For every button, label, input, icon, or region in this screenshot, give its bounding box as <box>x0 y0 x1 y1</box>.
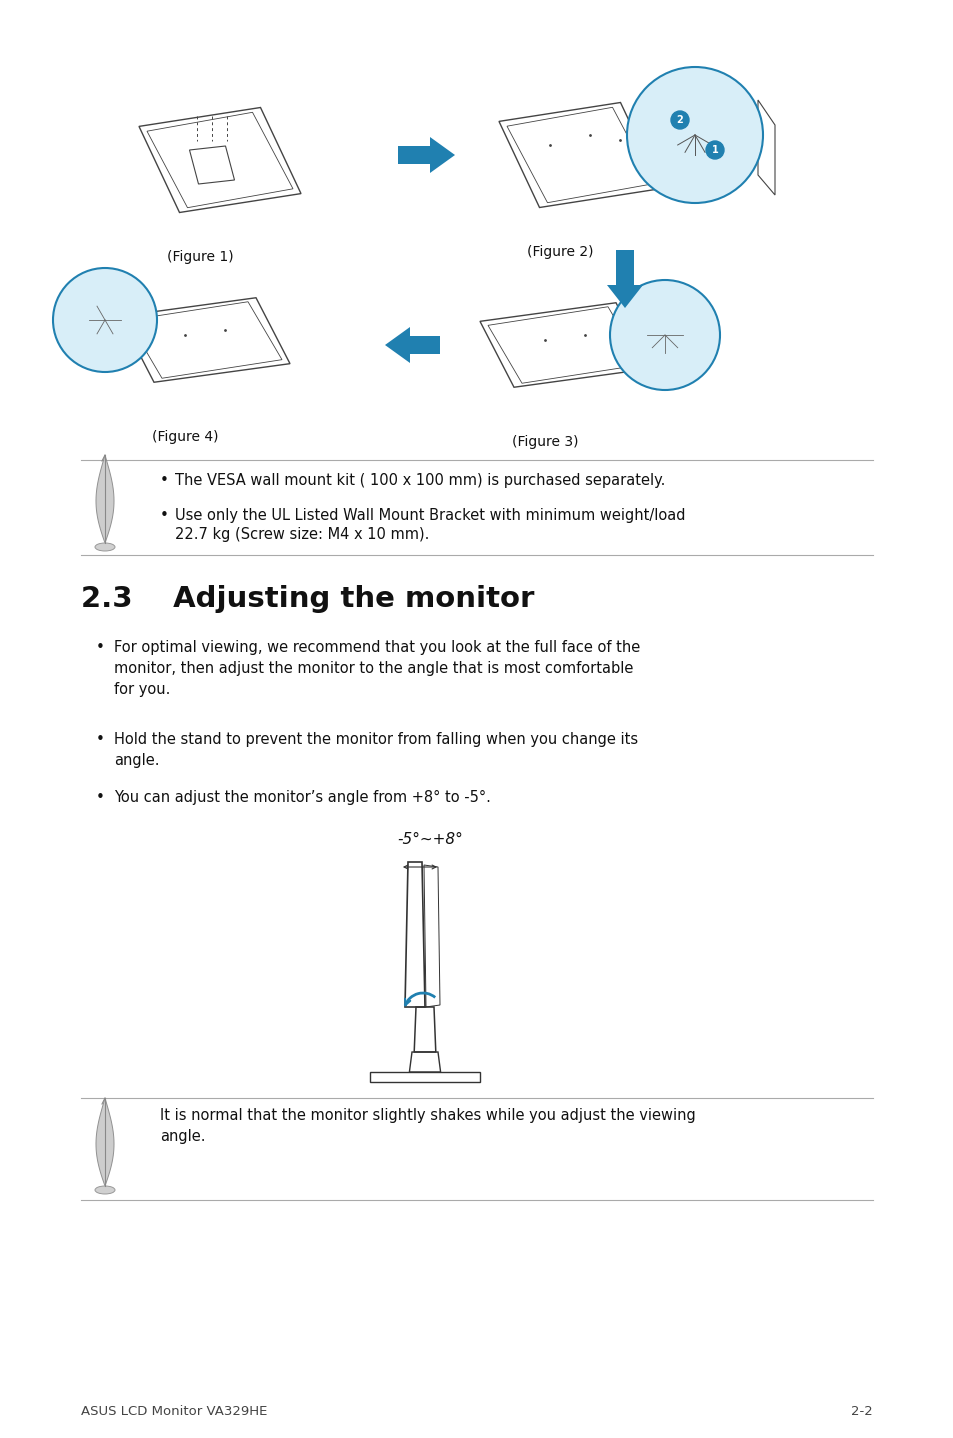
Text: -5°~+8°: -5°~+8° <box>396 833 462 847</box>
Text: 2.3    Adjusting the monitor: 2.3 Adjusting the monitor <box>81 585 534 613</box>
Text: •: • <box>96 640 105 654</box>
Text: ASUS LCD Monitor VA329HE: ASUS LCD Monitor VA329HE <box>81 1405 267 1418</box>
Text: •: • <box>96 732 105 746</box>
Text: You can adjust the monitor’s angle from +8° to -5°.: You can adjust the monitor’s angle from … <box>114 789 491 805</box>
Text: 22.7 kg (Screw size: M4 x 10 mm).: 22.7 kg (Screw size: M4 x 10 mm). <box>174 526 429 542</box>
Ellipse shape <box>95 544 115 551</box>
Text: 1: 1 <box>711 145 718 155</box>
Circle shape <box>670 111 688 129</box>
Text: Use only the UL Listed Wall Mount Bracket with minimum weight/load: Use only the UL Listed Wall Mount Bracke… <box>174 508 685 523</box>
Text: 2: 2 <box>676 115 682 125</box>
Text: (Figure 2): (Figure 2) <box>526 244 593 259</box>
Text: It is normal that the monitor slightly shakes while you adjust the viewing
angle: It is normal that the monitor slightly s… <box>160 1109 695 1145</box>
Text: (Figure 4): (Figure 4) <box>152 430 218 444</box>
Polygon shape <box>385 326 439 362</box>
Ellipse shape <box>95 1186 115 1194</box>
Text: •: • <box>160 508 169 523</box>
Text: •: • <box>160 473 169 487</box>
Text: (Figure 1): (Figure 1) <box>167 250 233 265</box>
Polygon shape <box>96 454 114 544</box>
Text: •: • <box>96 789 105 805</box>
Text: For optimal viewing, we recommend that you look at the full face of the
monitor,: For optimal viewing, we recommend that y… <box>114 640 639 697</box>
Text: The VESA wall mount kit ( 100 x 100 mm) is purchased separately.: The VESA wall mount kit ( 100 x 100 mm) … <box>174 473 664 487</box>
Circle shape <box>626 68 762 203</box>
Text: Hold the stand to prevent the monitor from falling when you change its
angle.: Hold the stand to prevent the monitor fr… <box>114 732 638 768</box>
Polygon shape <box>606 250 642 308</box>
Text: 2-2: 2-2 <box>850 1405 872 1418</box>
Polygon shape <box>397 137 455 173</box>
Polygon shape <box>96 1099 114 1186</box>
Text: (Figure 3): (Figure 3) <box>511 436 578 449</box>
Circle shape <box>53 267 157 372</box>
Circle shape <box>705 141 723 160</box>
Circle shape <box>609 280 720 390</box>
